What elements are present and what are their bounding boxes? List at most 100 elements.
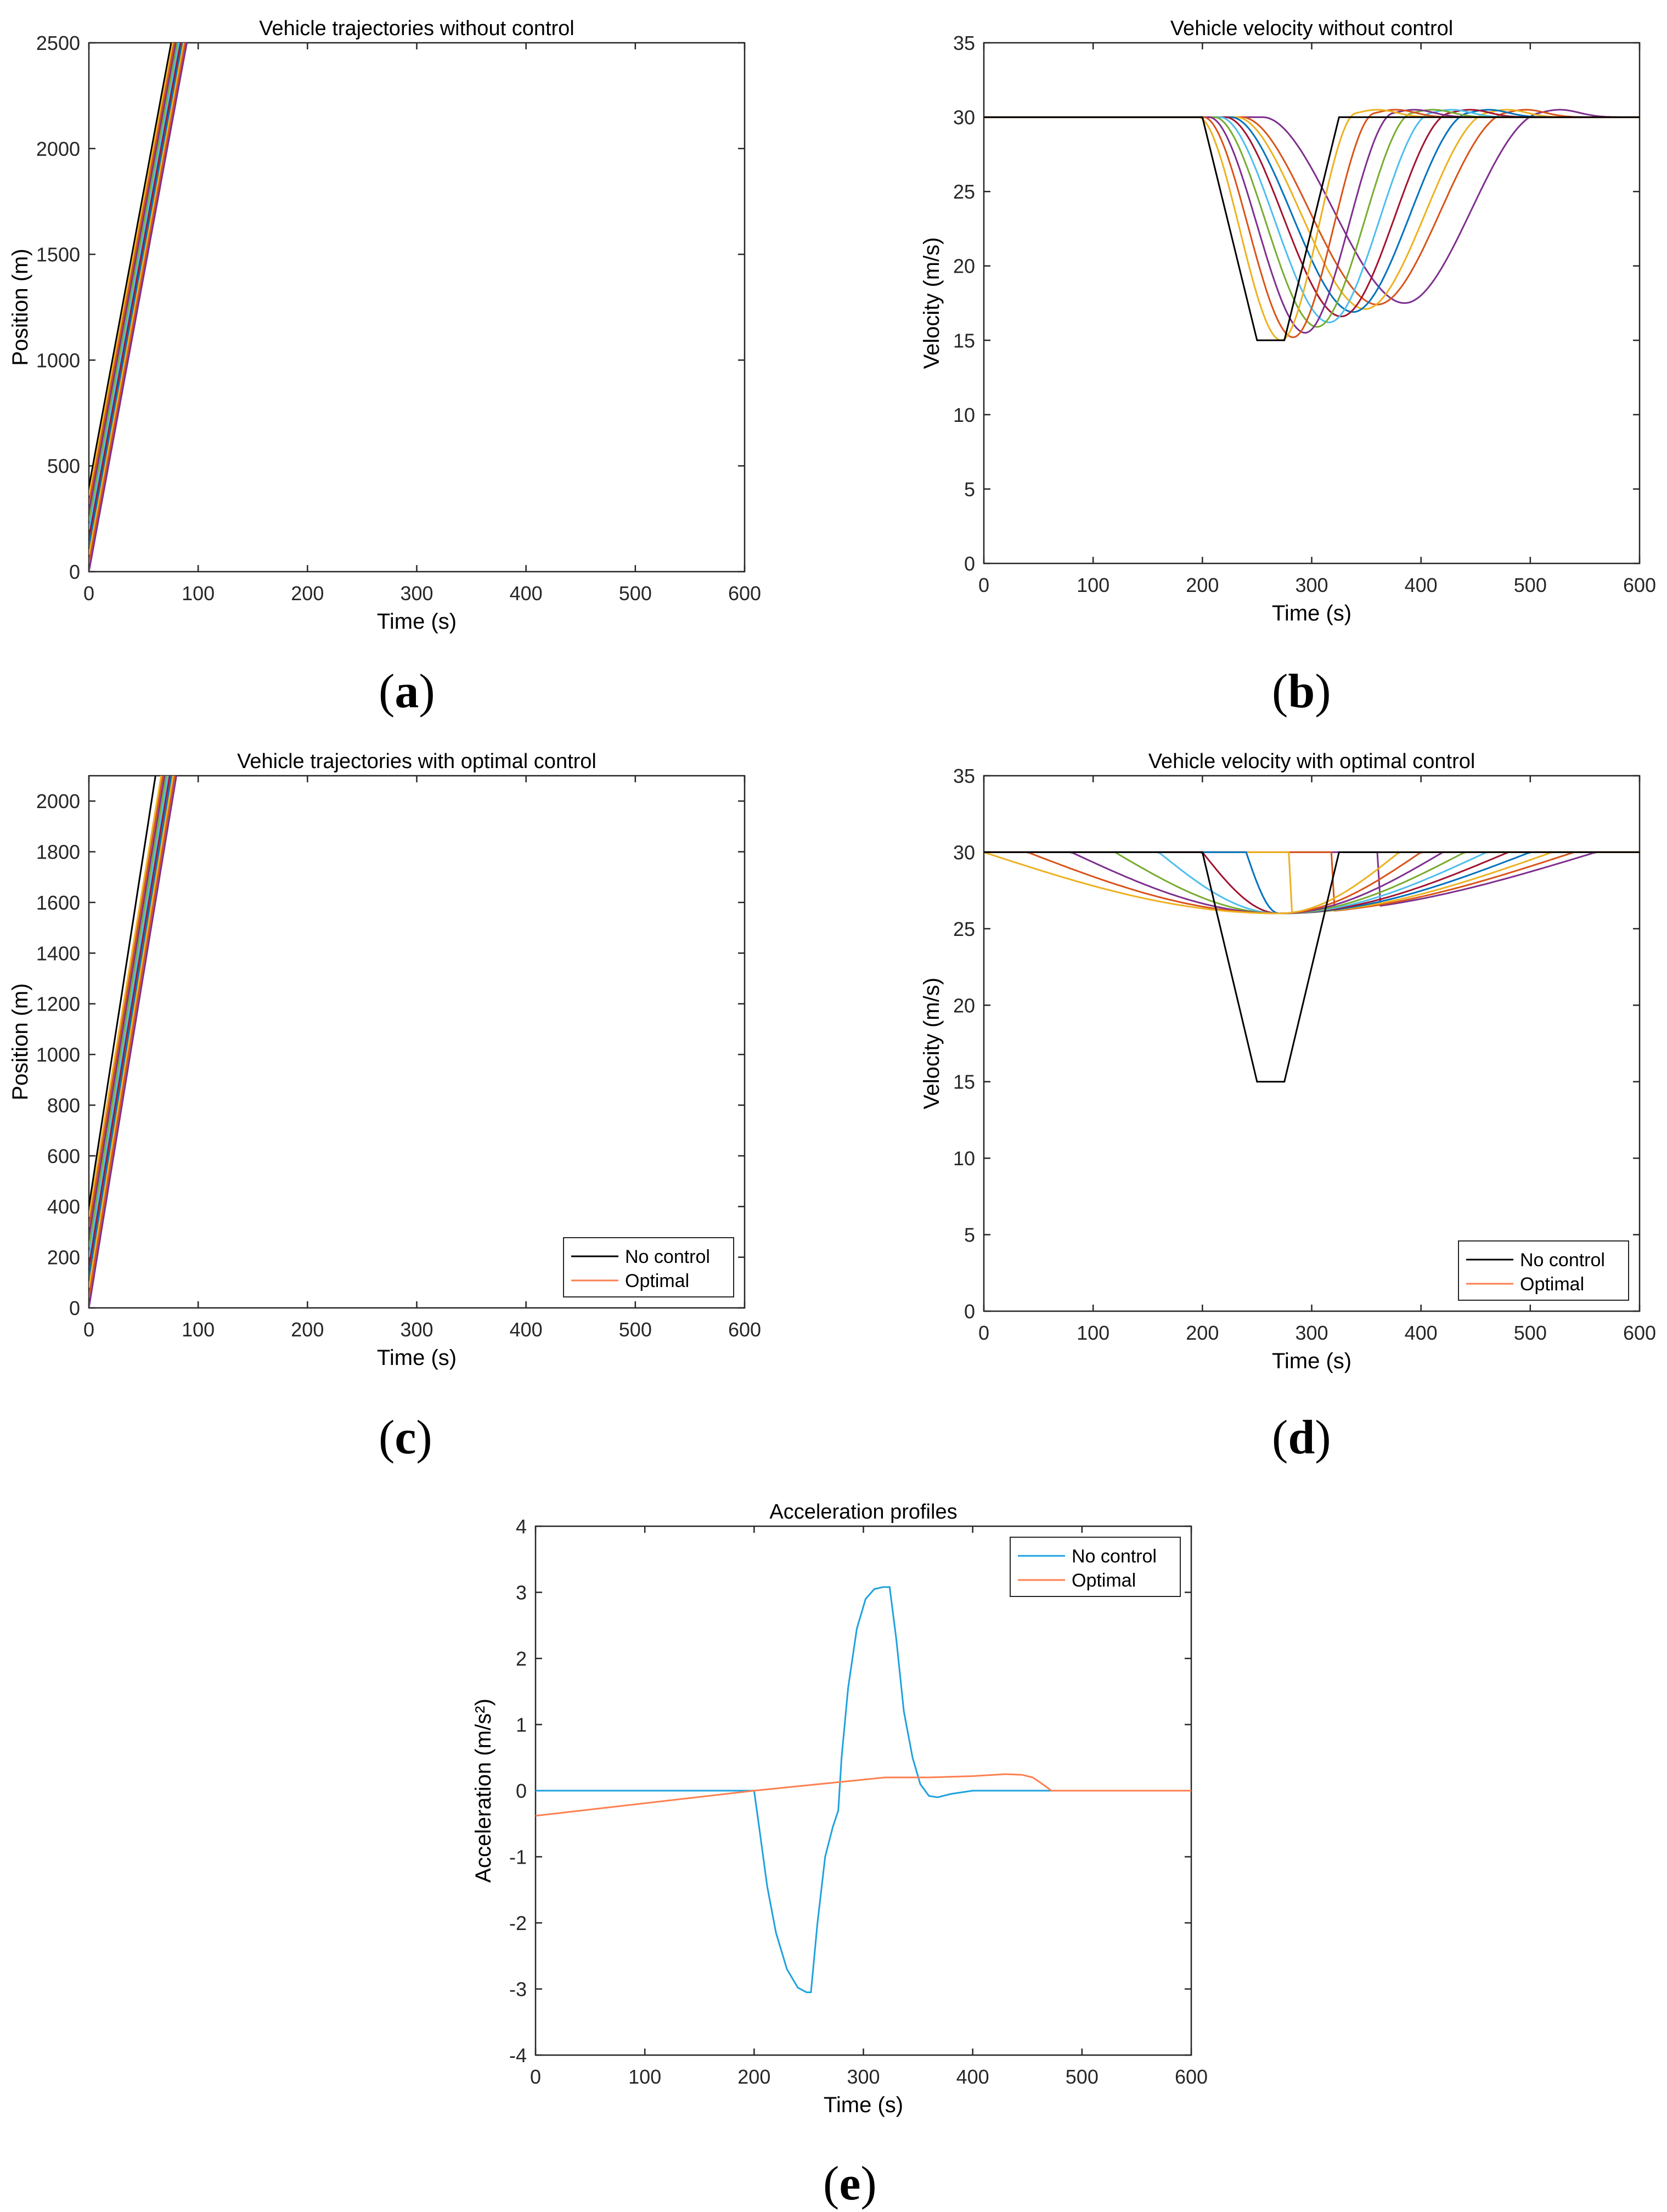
panel-label-e: (e) (823, 2157, 877, 2210)
y-tick-label: 2000 (36, 790, 80, 812)
y-tick-label: 0 (69, 1297, 80, 1319)
x-tick-label: 200 (291, 1318, 324, 1341)
y-tick-label: 2500 (36, 32, 80, 54)
panel-label-d: (d) (1272, 1411, 1331, 1464)
y-axis-label: Velocity (m/s) (920, 237, 944, 369)
x-tick-label: 500 (1066, 2066, 1099, 2088)
plot-frame (88, 42, 746, 573)
y-tick-label: -4 (509, 2044, 527, 2067)
panel-label-a: (a) (379, 665, 435, 718)
x-tick-label: 100 (628, 2066, 661, 2088)
plot-frame (88, 775, 746, 1309)
plot-area (984, 851, 1640, 1083)
legend-box (563, 1237, 734, 1297)
legend-c: No control Optimal (563, 1237, 734, 1297)
y-tick-label: 1600 (36, 891, 80, 914)
legend-box (1458, 1240, 1629, 1301)
x-tick-label: 600 (1623, 574, 1656, 596)
y-tick-label: 0 (69, 561, 80, 583)
y-axis-label: Position (m) (8, 249, 32, 365)
legend-entry-1: Optimal (1072, 1570, 1136, 1591)
y-tick-label: 35 (953, 765, 975, 787)
acceleration-series-no-control (536, 1586, 1191, 1993)
y-tick-label: 3 (516, 1582, 527, 1604)
x-tick-label: 100 (182, 1318, 215, 1341)
y-axis-label: Velocity (m/s) (920, 978, 944, 1109)
y-tick-label: 1000 (36, 349, 80, 371)
y-tick-label: 5 (964, 1224, 975, 1246)
x-tick-label: 0 (83, 1318, 94, 1341)
y-tick-label: -3 (509, 1978, 527, 2001)
y-tick-label: 1000 (36, 1043, 80, 1066)
y-tick-label: 25 (953, 180, 975, 203)
x-axis-label: Time (s) (1272, 601, 1351, 625)
acceleration-series-optimal (536, 1773, 1191, 1817)
y-tick-label: 25 (953, 918, 975, 940)
y-tick-label: 200 (47, 1246, 80, 1269)
y-tick-label: 5 (964, 478, 975, 500)
x-tick-label: 300 (1295, 574, 1328, 596)
x-tick-label: 200 (1186, 574, 1219, 596)
y-tick-label: 20 (953, 255, 975, 278)
y-tick-label: 35 (953, 32, 975, 54)
x-tick-label: 0 (530, 2066, 541, 2088)
y-tick-label: 30 (953, 106, 975, 129)
y-tick-label: 0 (964, 1300, 975, 1323)
y-axis-label: Position (m) (8, 983, 32, 1100)
chart-3: 0 100 200 300 400 500 600 0 200 400 600 800 1000 1200… (8, 750, 761, 1370)
y-tick-label: 1 (516, 1714, 527, 1736)
y-tick-label: 500 (47, 455, 80, 477)
y-tick-label: 10 (953, 404, 975, 426)
y-tick-label: 400 (47, 1195, 80, 1218)
x-axis-label: Time (s) (377, 1346, 457, 1370)
x-tick-label: 400 (956, 2066, 989, 2088)
panel-label-b: (b) (1272, 665, 1331, 718)
chart-title: Vehicle trajectories without control (259, 17, 575, 40)
x-axis-label: Time (s) (377, 610, 457, 634)
x-tick-label: 600 (728, 582, 761, 605)
y-tick-label: 2 (516, 1647, 527, 1670)
x-tick-label: 500 (619, 582, 652, 605)
y-tick-label: 15 (953, 1071, 975, 1093)
chart-5: 0 100 200 300 400 500 600 -4 -3 -2 -1 0 1 2 3 4 Accelera… (471, 1500, 1208, 2117)
y-tick-label: 10 (953, 1147, 975, 1170)
chart-title: Vehicle trajectories with optimal contro… (237, 750, 596, 773)
legend-entry-1: Optimal (625, 1271, 689, 1291)
y-tick-label: 0 (516, 1780, 527, 1802)
legend-entry-0: No control (1072, 1546, 1157, 1567)
y-tick-label: 20 (953, 994, 975, 1017)
plot-frame (983, 775, 1641, 1312)
panel-label-c: (c) (379, 1411, 432, 1464)
x-tick-label: 0 (978, 1322, 989, 1344)
y-tick-label: 1500 (36, 244, 80, 266)
x-tick-label: 300 (847, 2066, 880, 2088)
y-tick-label: 1800 (36, 841, 80, 864)
x-tick-label: 300 (400, 1318, 433, 1341)
x-tick-label: 100 (1077, 574, 1110, 596)
x-tick-label: 400 (1405, 1322, 1438, 1344)
legend-box (1010, 1537, 1181, 1597)
velocity-leader-line (984, 851, 1640, 1083)
y-tick-label: 1400 (36, 942, 80, 964)
chart-title: Acceleration profiles (769, 1500, 957, 1523)
y-tick-label: 600 (47, 1145, 80, 1167)
x-tick-label: 100 (1077, 1322, 1110, 1344)
x-axis-label: Time (s) (1272, 1349, 1351, 1373)
x-tick-label: 0 (978, 574, 989, 596)
y-tick-label: 4 (516, 1515, 527, 1538)
chart-2: 0 100 200 300 400 500 600 0 5 10 15 20 25 30 35 Vehicle… (920, 17, 1656, 625)
chart-4: 0 100 200 300 400 500 600 0 5 10 15 20 25 30 35 Vehicle… (920, 750, 1656, 1373)
x-tick-label: 300 (1295, 1322, 1328, 1344)
y-axis-label: Acceleration (m/s²) (471, 1699, 495, 1883)
x-tick-label: 600 (1175, 2066, 1208, 2088)
x-tick-label: 400 (510, 582, 543, 605)
x-tick-label: 400 (1405, 574, 1438, 596)
legend-entry-0: No control (1520, 1250, 1605, 1271)
y-tick-label: -2 (509, 1912, 527, 1934)
legend-d: No control Optimal (1458, 1240, 1629, 1301)
x-tick-label: 600 (1623, 1322, 1656, 1344)
legend-e: No control Optimal (1010, 1537, 1181, 1597)
x-tick-label: 300 (400, 582, 433, 605)
x-tick-label: 500 (1514, 574, 1547, 596)
